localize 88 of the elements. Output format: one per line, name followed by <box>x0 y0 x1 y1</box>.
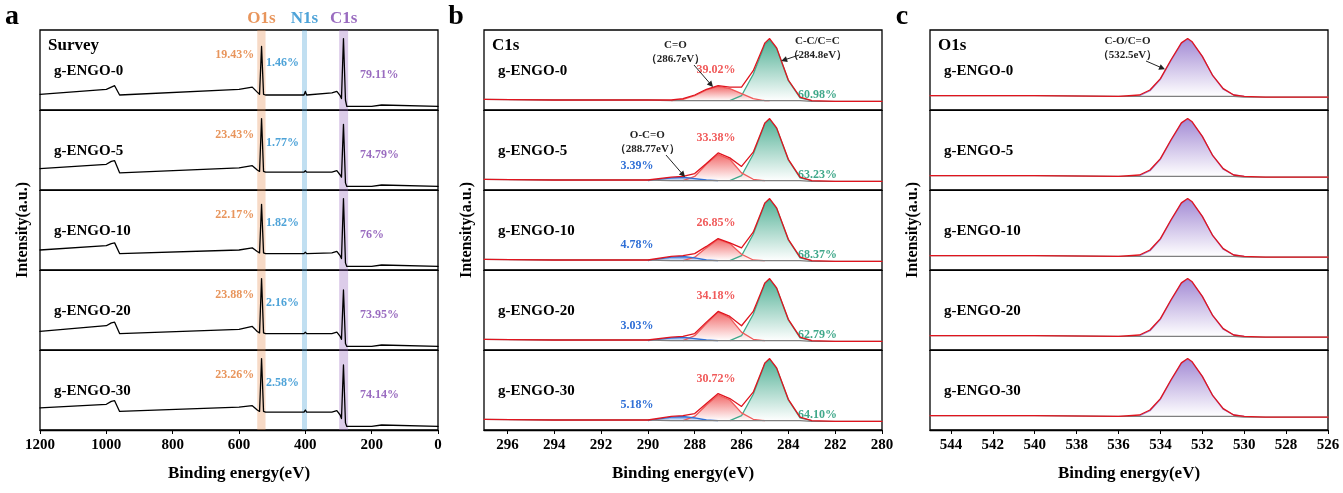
x-tick-label: 288 <box>683 435 706 452</box>
x-tick-label: 538 <box>1065 435 1088 452</box>
series-label: 63.23% <box>798 167 838 181</box>
annotation: g-ENGO-20 <box>54 302 131 318</box>
x-axis-title: Binding energy(eV) <box>1057 462 1201 482</box>
annotation: g-ENGO-0 <box>498 62 568 78</box>
x-tick-label: 528 <box>1274 435 1298 452</box>
annotation: g-ENGO-30 <box>498 382 575 398</box>
annotation: g-ENGO-10 <box>944 222 1021 238</box>
annotation: 19.43% <box>215 47 255 61</box>
x-tick-label: 400 <box>294 435 317 452</box>
annotation: O-C=O （288.77eV） <box>614 128 680 156</box>
annotation: 23.43% <box>215 127 255 141</box>
x-tick-label: 1000 <box>91 435 122 452</box>
annotation: C-C/C=C （284.8eV） <box>787 34 848 61</box>
x-tick-label: 292 <box>589 435 613 452</box>
x-tick-label: 540 <box>1023 435 1046 452</box>
x-tick-label: 290 <box>636 435 660 452</box>
annotation: C=O （286.7eV） <box>645 38 706 66</box>
y-axis-title: Intensity(a.u.) <box>457 181 475 279</box>
x-tick-label: 1200 <box>25 435 55 452</box>
legend-label: 3.39% <box>620 158 654 173</box>
annotation: C-O/C=O （532.5eV） <box>1097 34 1158 61</box>
annotation: 22.17% <box>215 207 255 221</box>
annotation: 76% <box>360 227 385 241</box>
annotation: 73.95% <box>360 307 400 321</box>
annotation: g-ENGO-5 <box>944 142 1014 158</box>
annotation: g-ENGO-10 <box>54 222 131 238</box>
x-tick-label: 286 <box>730 435 754 452</box>
annotation: g-ENGO-30 <box>944 382 1021 398</box>
annotation: g-ENGO-20 <box>498 302 575 318</box>
x-tick-label: 296 <box>496 435 520 452</box>
annotation: g-ENGO-5 <box>498 142 568 158</box>
x-tick-label: 534 <box>1149 435 1173 452</box>
chart-title: a <box>5 0 19 30</box>
annotation: 2.16% <box>266 295 300 309</box>
band-label: N1s <box>290 8 319 27</box>
x-axis-title: Binding energy(eV) <box>167 462 311 482</box>
chart-subtitle: Survey <box>48 34 100 54</box>
x-tick-label: 282 <box>823 435 847 452</box>
chart-subtitle: O1s <box>938 34 967 54</box>
series-label: 64.10% <box>798 407 838 421</box>
annotation: 74.79% <box>360 147 400 161</box>
series-label: 34.18% <box>696 288 736 303</box>
annotation: g-ENGO-10 <box>498 222 575 238</box>
series-label: 5.18% <box>620 397 654 412</box>
series-label: 33.38% <box>696 130 736 145</box>
x-tick-label: 530 <box>1232 435 1256 452</box>
x-tick-label: 544 <box>939 435 963 452</box>
series-label: 30.72% <box>696 371 736 385</box>
chart-title: b <box>448 0 464 30</box>
series-label: 68.37% <box>798 247 838 261</box>
annotation: g-ENGO-0 <box>54 62 124 78</box>
annotation: 23.26% <box>215 367 255 381</box>
x-tick-label: 280 <box>870 435 894 452</box>
annotation: 23.88% <box>215 287 255 301</box>
series-label: 26.85% <box>696 215 736 230</box>
series-label: 3.03% <box>620 318 654 333</box>
annotation: g-ENGO-0 <box>944 62 1014 78</box>
annotation: g-ENGO-5 <box>54 142 124 158</box>
series-label: 62.79% <box>798 327 838 341</box>
x-tick-label: 800 <box>161 435 184 452</box>
chart-title: c <box>895 0 909 30</box>
annotation: g-ENGO-20 <box>944 302 1021 318</box>
x-tick-label: 0 <box>434 435 442 452</box>
x-tick-label: 532 <box>1191 435 1214 452</box>
series-label: 4.78% <box>620 237 654 252</box>
band-label: O1s <box>247 8 276 27</box>
band-label: C1s <box>329 8 358 27</box>
x-tick-label: 294 <box>542 435 566 452</box>
x-axis-title: Binding energy(eV) <box>611 462 755 482</box>
annotation: g-ENGO-30 <box>54 382 131 398</box>
x-tick-label: 526 <box>1316 435 1340 452</box>
x-tick-label: 542 <box>981 435 1005 452</box>
x-tick-label: 200 <box>360 435 383 452</box>
annotation: 1.82% <box>266 215 300 229</box>
x-tick-label: 536 <box>1107 435 1131 452</box>
chart-subtitle: C1s <box>492 34 520 54</box>
annotation: 2.58% <box>266 375 300 389</box>
series-label: 60.98% <box>798 87 838 101</box>
annotation: 1.77% <box>266 135 300 149</box>
x-tick-label: 284 <box>777 435 801 452</box>
annotation: 74.14% <box>360 387 400 401</box>
annotation: 1.46% <box>266 55 300 69</box>
y-axis-title: Intensity(a.u.) <box>903 181 921 279</box>
x-tick-label: 600 <box>227 435 251 452</box>
y-axis-title: Intensity(a.u.) <box>13 181 31 279</box>
annotation: 79.11% <box>360 67 399 81</box>
